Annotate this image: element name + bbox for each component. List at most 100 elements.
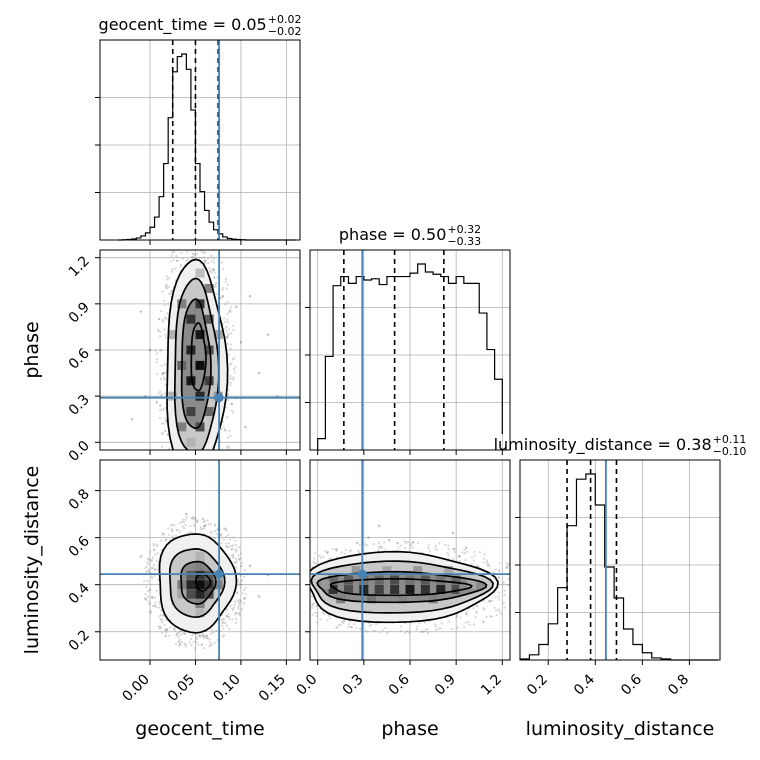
sample-point bbox=[364, 629, 367, 633]
sample-point bbox=[230, 362, 233, 365]
sample-point bbox=[237, 601, 240, 604]
x-axis-label-luminosity_distance: luminosity_distance bbox=[526, 718, 715, 740]
sample-point bbox=[172, 250, 175, 253]
x-tick-label: 0.00 bbox=[119, 672, 152, 705]
contour-line bbox=[166, 258, 229, 450]
sample-point bbox=[463, 548, 466, 551]
sample-point bbox=[326, 551, 329, 555]
sample-point bbox=[164, 430, 167, 433]
sample-point bbox=[225, 529, 228, 532]
sample-point bbox=[164, 538, 167, 541]
sample-point bbox=[335, 626, 338, 629]
sample-point bbox=[470, 556, 474, 559]
sample-point bbox=[177, 635, 180, 639]
sample-point bbox=[225, 542, 228, 545]
scatter-panel-geocent_time__luminosity_distance: 0.00 0.05 0.10 0.15 0.2 0.4 0.6 0.8 bbox=[66, 459, 301, 705]
sample-point bbox=[434, 544, 437, 547]
sample-point bbox=[176, 632, 179, 635]
sample-point bbox=[230, 306, 233, 309]
sample-point bbox=[483, 608, 486, 611]
sample-point bbox=[164, 406, 167, 410]
sample-point bbox=[234, 550, 238, 553]
sample-point bbox=[153, 604, 156, 607]
sample-point bbox=[144, 597, 147, 601]
sample-point bbox=[396, 541, 399, 545]
sample-point bbox=[224, 303, 227, 306]
sample-point bbox=[367, 536, 370, 539]
sample-point bbox=[236, 592, 239, 595]
title-upper-error: +0.02 bbox=[268, 13, 302, 26]
sample-point bbox=[381, 629, 384, 632]
density-cell bbox=[204, 345, 214, 355]
sample-point bbox=[222, 633, 226, 637]
sample-point bbox=[206, 519, 209, 522]
sample-point bbox=[221, 288, 224, 291]
sample-point bbox=[183, 632, 186, 636]
sample-point bbox=[213, 524, 217, 528]
sample-point bbox=[205, 635, 208, 638]
sample-point bbox=[170, 270, 174, 273]
sample-point bbox=[321, 611, 325, 614]
sample-point bbox=[155, 401, 158, 404]
x-tick-label: 0.05 bbox=[165, 672, 198, 705]
sample-point bbox=[329, 557, 333, 560]
sample-point bbox=[208, 267, 211, 270]
sample-point bbox=[203, 527, 206, 530]
sample-point bbox=[158, 600, 161, 603]
sample-point bbox=[222, 267, 225, 270]
sample-point bbox=[213, 261, 216, 264]
sample-point bbox=[459, 616, 462, 619]
sample-point bbox=[347, 625, 350, 629]
sample-point bbox=[513, 580, 515, 582]
sample-point bbox=[178, 530, 181, 534]
sample-point bbox=[304, 607, 306, 609]
sample-point bbox=[374, 629, 377, 633]
sample-point bbox=[162, 371, 165, 375]
sample-point bbox=[307, 619, 309, 621]
sample-point bbox=[372, 629, 375, 632]
sample-point bbox=[302, 568, 304, 570]
sample-point bbox=[160, 348, 163, 352]
sample-point bbox=[232, 553, 235, 556]
sample-point bbox=[159, 350, 162, 353]
sample-point bbox=[203, 259, 207, 262]
sample-point bbox=[224, 429, 227, 432]
sample-point bbox=[234, 365, 237, 368]
sample-point bbox=[158, 615, 161, 618]
density-cell bbox=[186, 570, 196, 580]
axes-frame bbox=[99, 39, 301, 241]
sample-point bbox=[359, 627, 362, 630]
sample-point bbox=[214, 454, 216, 456]
contour-line bbox=[190, 321, 207, 392]
sample-point bbox=[227, 388, 230, 391]
sample-point bbox=[152, 544, 156, 547]
sample-point bbox=[238, 608, 242, 611]
sample-point bbox=[212, 241, 214, 243]
sample-point bbox=[208, 244, 210, 246]
sample-point bbox=[229, 384, 232, 387]
x-axis-label-phase: phase bbox=[381, 718, 438, 740]
sample-point bbox=[177, 631, 180, 634]
sample-point bbox=[183, 454, 185, 456]
sample-point bbox=[228, 627, 231, 630]
sample-point bbox=[164, 419, 167, 423]
sample-point bbox=[486, 561, 489, 564]
contour-line bbox=[168, 548, 226, 619]
sample-point bbox=[224, 277, 227, 281]
sample-point bbox=[426, 631, 430, 635]
sample-point bbox=[202, 518, 205, 521]
sample-point bbox=[465, 613, 468, 616]
sample-point bbox=[434, 625, 437, 628]
sample-point bbox=[310, 606, 314, 610]
sample-point bbox=[193, 525, 196, 528]
x-tick-label: 0.6 bbox=[618, 671, 645, 698]
sample-point bbox=[448, 620, 451, 623]
sample-point bbox=[239, 341, 243, 344]
sample-point bbox=[183, 240, 185, 242]
sample-point bbox=[153, 567, 157, 570]
sample-point bbox=[439, 627, 442, 630]
sample-point bbox=[473, 550, 476, 554]
density-cell bbox=[195, 551, 205, 561]
sample-point bbox=[209, 531, 212, 534]
sample-point bbox=[157, 318, 161, 321]
